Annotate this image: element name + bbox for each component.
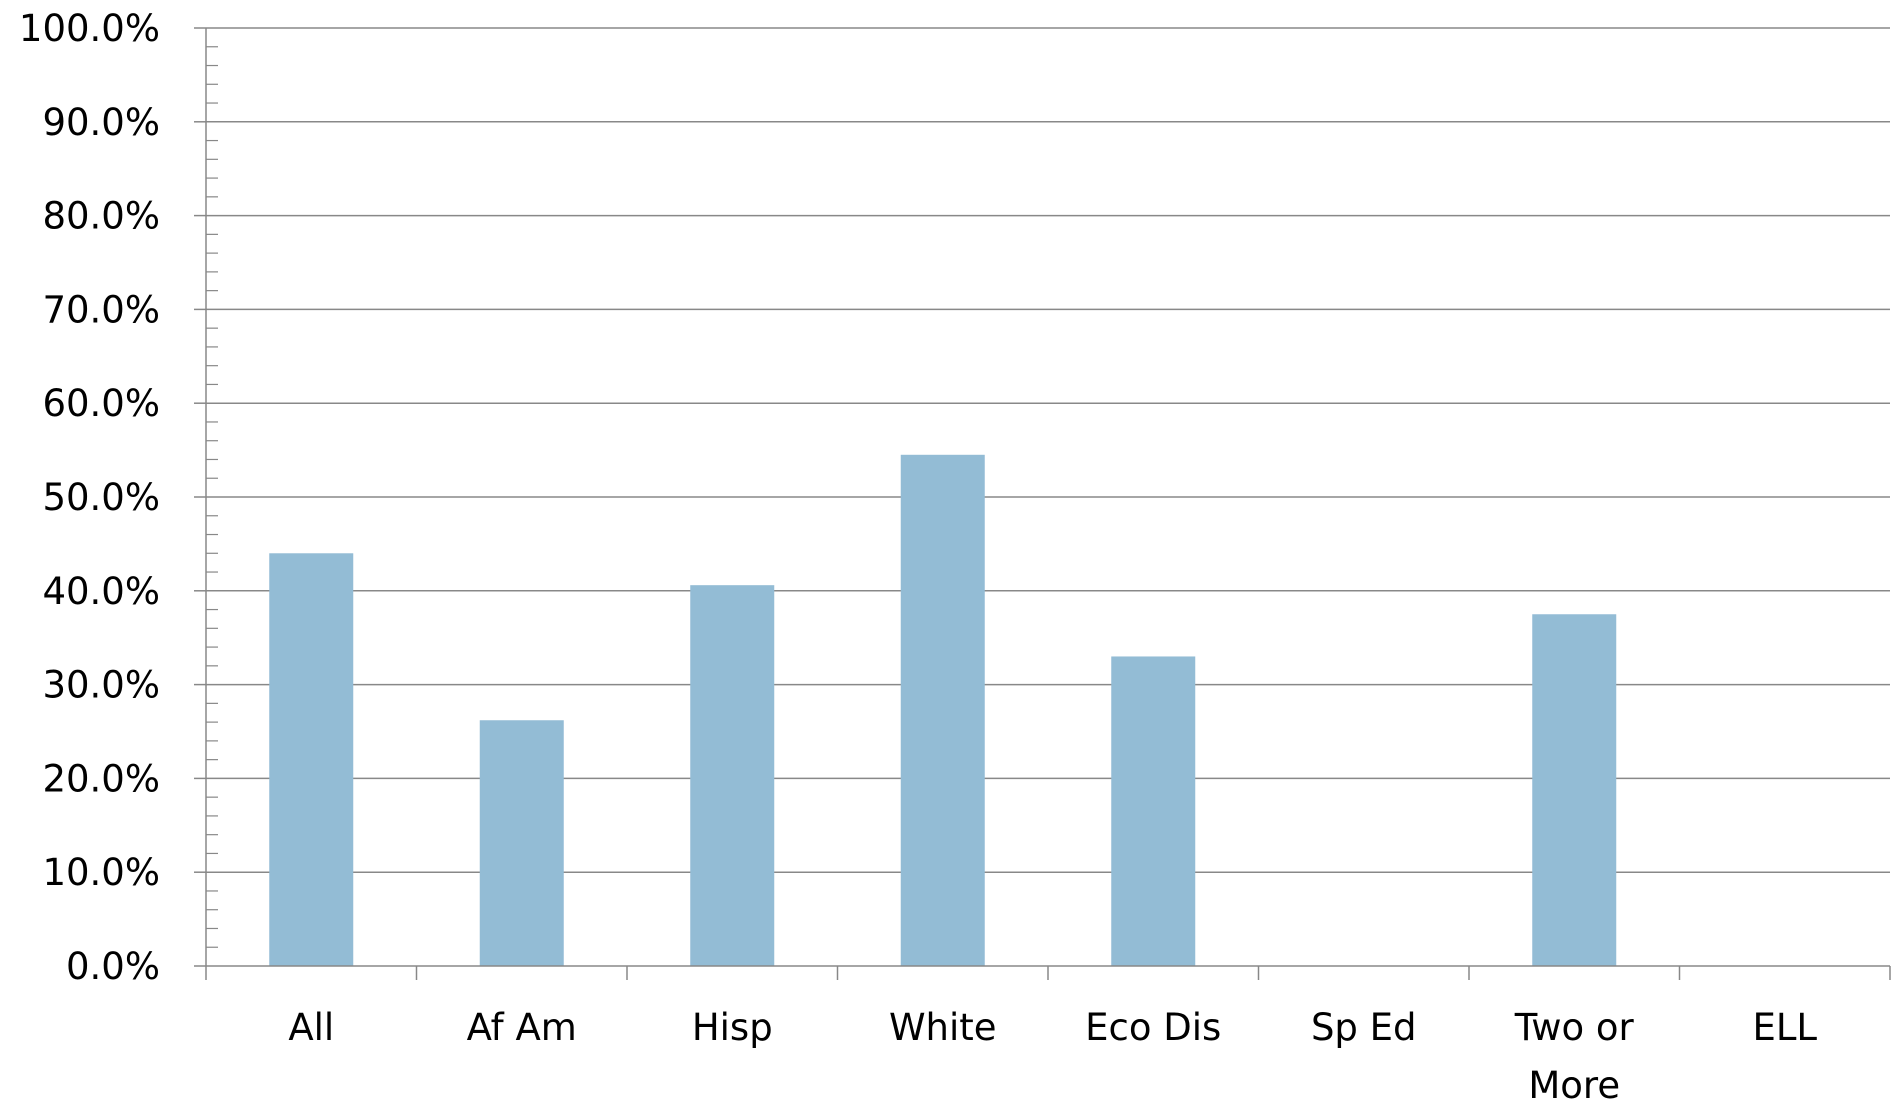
bars: [269, 454, 1617, 966]
bar: [900, 454, 985, 966]
x-tick-labels: All Af Am Hisp White Eco Dis Sp Ed Two or More E…: [288, 1006, 1817, 1107]
y-tick-label: 80.0%: [42, 195, 160, 238]
gridlines: [206, 27, 1890, 873]
y-tick-label: 60.0%: [42, 382, 160, 425]
x-tick-label: Sp Ed: [1311, 1006, 1417, 1049]
x-tick-label: ELL: [1752, 1006, 1817, 1049]
x-tick-label: More: [1528, 1064, 1620, 1106]
y-tick-label: 100.0%: [19, 7, 160, 50]
y-tick-label: 0.0%: [66, 945, 160, 988]
bar: [1532, 614, 1617, 966]
y-tick-labels: 0.0% 10.0% 20.0% 30.0% 40.0% 50.0% 60.0% 70.0% 8…: [19, 7, 160, 988]
x-tick-label: All: [288, 1006, 334, 1049]
y-tick-label: 70.0%: [42, 288, 160, 331]
x-tick-label: Eco Dis: [1085, 1006, 1221, 1049]
y-tick-label: 40.0%: [42, 570, 160, 613]
y-tick-label: 20.0%: [42, 757, 160, 800]
x-tick-label: Af Am: [467, 1006, 577, 1049]
bar: [269, 553, 354, 966]
x-tick-label: Hisp: [692, 1006, 773, 1049]
bar: [690, 585, 775, 966]
y-tick-label: 50.0%: [42, 476, 160, 519]
y-tick-label: 10.0%: [42, 851, 160, 894]
y-tick-label: 90.0%: [42, 101, 160, 144]
y-tick-label: 30.0%: [42, 664, 160, 707]
bar: [479, 720, 564, 966]
axes: [194, 27, 1891, 980]
x-tick-label: White: [889, 1006, 997, 1049]
x-tick-label: Two or: [1514, 1006, 1635, 1049]
bar: [1111, 656, 1196, 966]
